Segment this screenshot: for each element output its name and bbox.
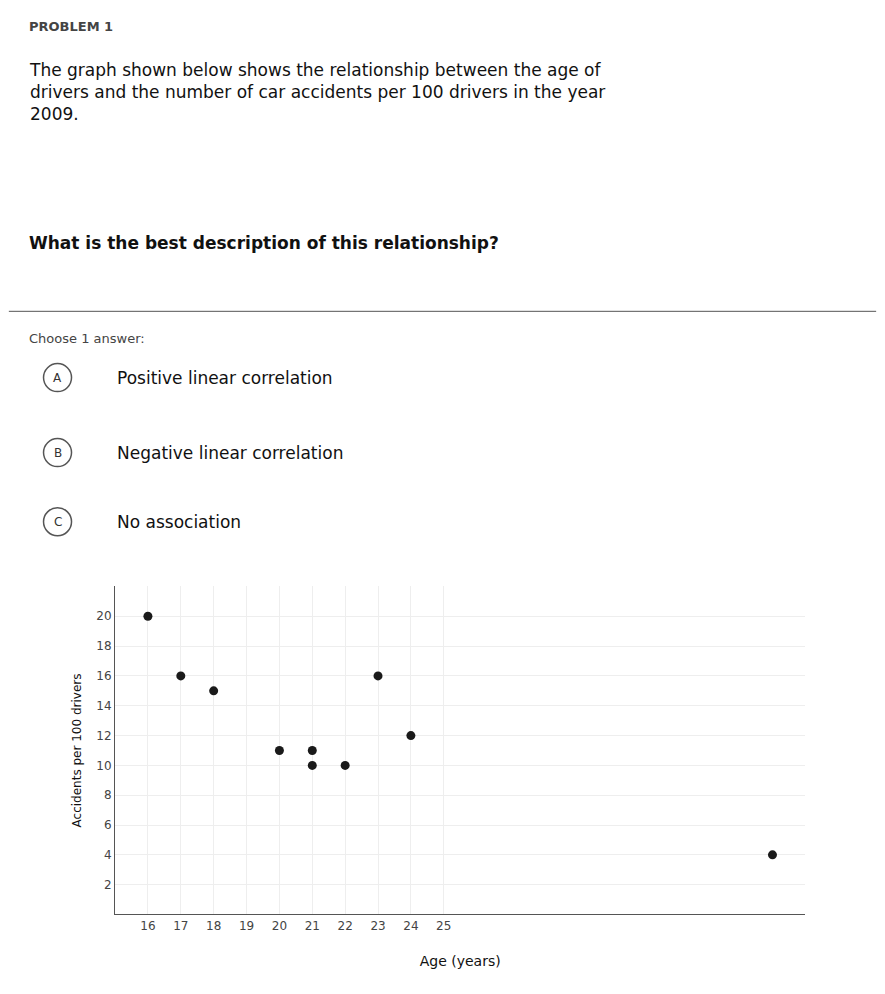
- svg-text:20: 20: [272, 919, 287, 933]
- svg-text:4: 4: [104, 848, 112, 862]
- svg-text:16: 16: [140, 919, 155, 933]
- svg-text:PROBLEM 1: PROBLEM 1: [29, 19, 113, 34]
- svg-text:14: 14: [96, 699, 111, 713]
- svg-text:23: 23: [370, 919, 385, 933]
- svg-text:20: 20: [96, 609, 111, 623]
- svg-text:17: 17: [173, 919, 188, 933]
- svg-text:19: 19: [239, 919, 254, 933]
- svg-text:The graph shown below shows th: The graph shown below shows the relation…: [29, 60, 605, 124]
- svg-text:22: 22: [338, 919, 353, 933]
- svg-text:2: 2: [104, 878, 112, 892]
- svg-text:Positive linear correlation: Positive linear correlation: [117, 368, 333, 388]
- svg-text:16: 16: [96, 669, 111, 683]
- svg-text:18: 18: [96, 639, 111, 653]
- svg-text:12: 12: [96, 729, 111, 743]
- svg-text:Negative linear correlation: Negative linear correlation: [117, 443, 343, 463]
- svg-text:25: 25: [436, 919, 451, 933]
- svg-text:Choose 1 answer:: Choose 1 answer:: [29, 331, 145, 346]
- svg-text:No association: No association: [117, 512, 241, 532]
- svg-text:8: 8: [104, 788, 112, 802]
- svg-text:24: 24: [403, 919, 418, 933]
- svg-text:What is the best description o: What is the best description of this rel…: [29, 233, 499, 253]
- svg-text:18: 18: [206, 919, 221, 933]
- svg-text:10: 10: [96, 759, 111, 773]
- svg-text:Age (years): Age (years): [420, 953, 501, 969]
- svg-text:6: 6: [104, 818, 112, 832]
- svg-text:A: A: [53, 371, 62, 385]
- svg-text:21: 21: [305, 919, 320, 933]
- svg-text:Accidents per 100 drivers: Accidents per 100 drivers: [70, 674, 84, 828]
- svg-text:C: C: [54, 515, 62, 529]
- svg-text:B: B: [54, 446, 62, 460]
